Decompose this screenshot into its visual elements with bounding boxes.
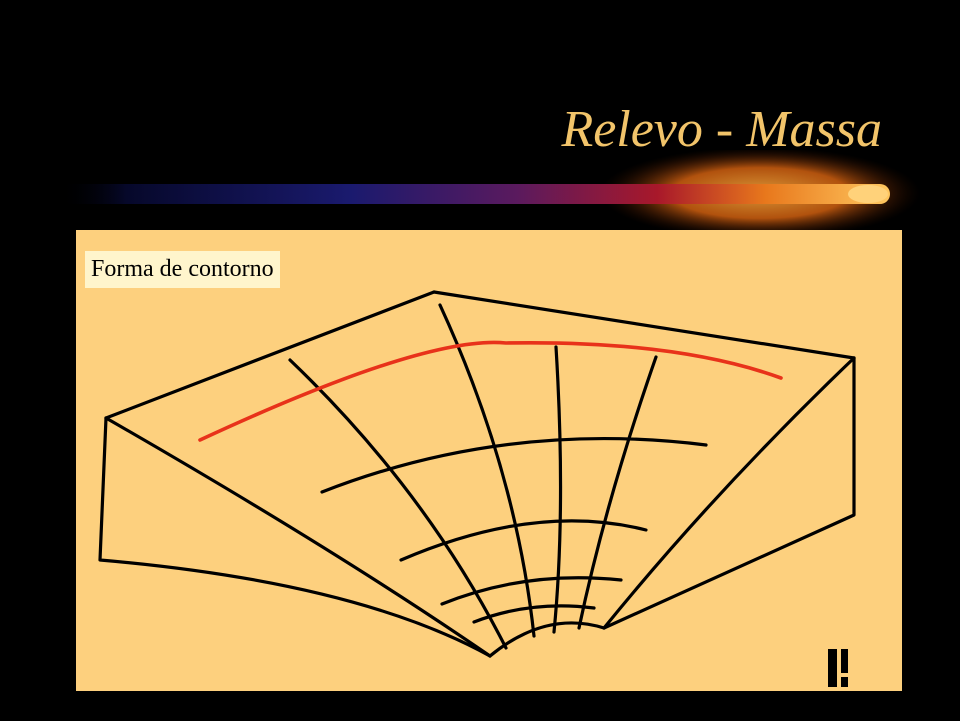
converging-line-4 [577, 355, 658, 630]
valley-outlet-arc [488, 621, 606, 658]
title-comet-decoration [60, 150, 920, 239]
contour-arc-4 [472, 604, 596, 624]
converging-line-2 [438, 303, 536, 638]
block-right-face [602, 356, 856, 630]
figure-panel: Forma de contorno [76, 230, 902, 691]
contour-arc-3 [440, 576, 623, 606]
block-top-left-edge [104, 290, 436, 420]
contour-highlight-line [198, 340, 783, 442]
contour-arc-1 [320, 436, 708, 494]
slide-title: Relevo - Massa [561, 101, 882, 158]
converging-line-1 [288, 358, 508, 650]
contour-arc-2 [399, 519, 648, 562]
block-top-right-edge [432, 290, 856, 360]
figure-mark [828, 649, 848, 687]
converging-line-3 [552, 345, 563, 634]
landform-drawing [98, 290, 856, 687]
block-right-slope-edge [602, 356, 856, 630]
figure-caption: Forma de contorno [85, 251, 280, 288]
block-left-front-face [98, 416, 492, 658]
block-left-slope-edge [104, 416, 492, 658]
